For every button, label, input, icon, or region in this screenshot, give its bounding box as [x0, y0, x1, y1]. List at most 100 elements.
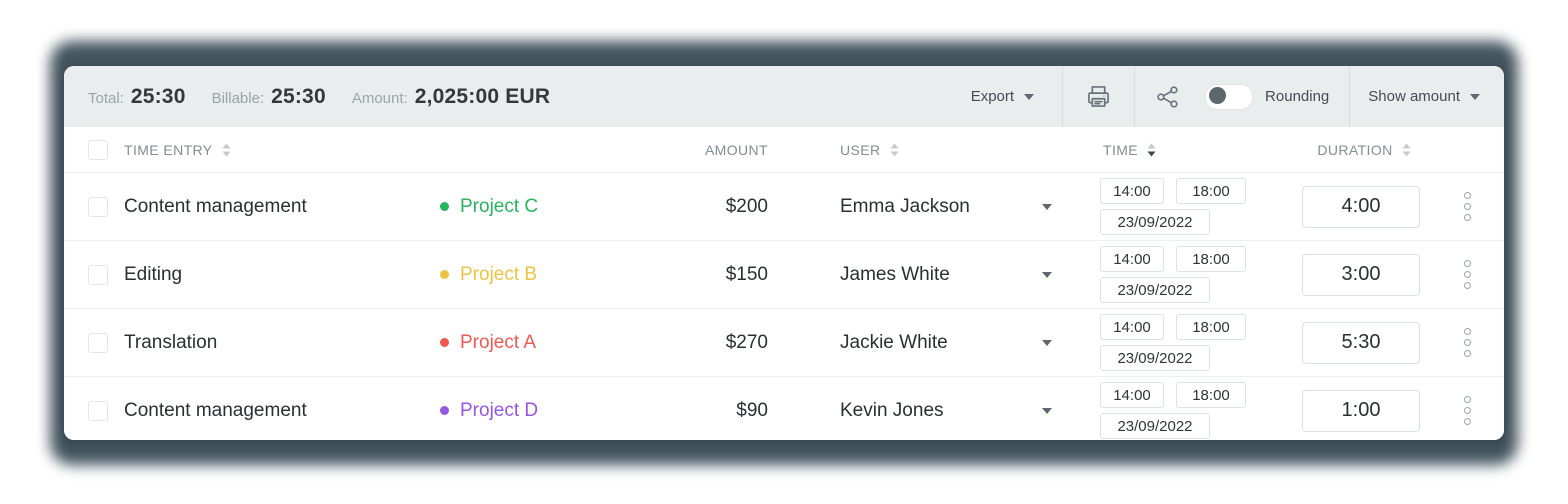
project-label[interactable]: Project D	[440, 400, 604, 422]
report-card: Total: 25:30 Billable: 25:30 Amount: 2,025:…	[64, 66, 1504, 440]
sort-icon-active-desc	[1147, 143, 1156, 156]
time-cell	[1100, 178, 1250, 235]
project-color-dot	[440, 338, 449, 347]
dot-icon	[1464, 339, 1471, 346]
row-checkbox[interactable]	[88, 332, 108, 353]
chevron-down-icon	[1024, 93, 1035, 100]
project-color-dot	[440, 202, 449, 211]
project-color-dot	[440, 406, 449, 415]
user-dropdown[interactable]: Jackie White	[840, 332, 1052, 354]
toolbar-divider	[1062, 66, 1064, 127]
total-time: Total: 25:30	[88, 85, 186, 109]
time-cell	[1100, 314, 1250, 371]
start-time-input[interactable]	[1100, 178, 1164, 204]
project-label[interactable]: Project B	[440, 264, 604, 286]
end-time-input[interactable]	[1176, 178, 1246, 204]
project-label[interactable]: Project C	[440, 196, 604, 218]
user-dropdown[interactable]: James White	[840, 264, 1052, 286]
end-time-input[interactable]	[1176, 314, 1246, 340]
dot-icon	[1464, 350, 1471, 357]
user-dropdown[interactable]: Kevin Jones	[840, 400, 1052, 422]
time-cell	[1100, 382, 1250, 439]
entry-title[interactable]: Translation	[124, 331, 218, 353]
end-time-input[interactable]	[1176, 382, 1246, 408]
end-time-input[interactable]	[1176, 246, 1246, 272]
date-input[interactable]	[1100, 345, 1210, 371]
share-icon	[1157, 85, 1178, 108]
dot-icon	[1464, 396, 1471, 403]
table-row: Translation Project A $270 Jackie White	[64, 309, 1504, 377]
select-all-checkbox[interactable]	[88, 139, 108, 160]
total-value: 25:30	[130, 84, 186, 108]
header-user[interactable]: USER	[840, 142, 1052, 158]
header-duration[interactable]: DURATION	[1305, 142, 1423, 158]
user-name: Emma Jackson	[840, 195, 970, 217]
entry-title[interactable]: Editing	[124, 263, 183, 285]
toolbar-divider	[1349, 66, 1351, 127]
date-input[interactable]	[1100, 413, 1210, 439]
header-time[interactable]: TIME	[1100, 142, 1253, 158]
chevron-down-icon	[1042, 339, 1052, 346]
duration-input[interactable]	[1302, 253, 1420, 296]
print-button[interactable]	[1085, 83, 1112, 110]
project-name: Project C	[460, 195, 539, 217]
sort-icon	[1402, 143, 1411, 156]
sort-icon	[222, 143, 231, 156]
chevron-down-icon	[1042, 203, 1052, 210]
summary-toolbar: Total: 25:30 Billable: 25:30 Amount: 2,025:…	[64, 66, 1504, 127]
chevron-down-icon	[1042, 271, 1052, 278]
row-checkbox[interactable]	[88, 400, 108, 421]
table-header: TIME ENTRY AMOUNT USER TIME DURATION	[64, 127, 1504, 173]
project-label[interactable]: Project A	[440, 332, 604, 354]
table-row: Content management Project C $200 Emma J…	[64, 173, 1504, 241]
duration-input[interactable]	[1302, 185, 1420, 228]
show-amount-dropdown[interactable]: Show amount	[1368, 88, 1480, 105]
billable-label: Billable:	[211, 89, 265, 107]
billable-time: Billable: 25:30	[212, 85, 326, 109]
entry-title[interactable]: Content management	[124, 195, 307, 217]
start-time-input[interactable]	[1100, 314, 1164, 340]
user-name: Jackie White	[840, 331, 948, 353]
dot-icon	[1464, 328, 1471, 335]
start-time-input[interactable]	[1100, 382, 1164, 408]
dot-icon	[1464, 214, 1471, 221]
header-time-entry[interactable]: TIME ENTRY	[124, 142, 440, 158]
date-input[interactable]	[1100, 277, 1210, 303]
row-menu-button[interactable]	[1462, 258, 1473, 291]
sort-icon	[890, 143, 898, 156]
dot-icon	[1464, 192, 1471, 199]
totals-group: Total: 25:30 Billable: 25:30 Amount: 2,025:…	[88, 85, 550, 109]
project-name: Project B	[460, 263, 538, 285]
row-menu-button[interactable]	[1462, 326, 1473, 359]
dot-icon	[1464, 282, 1471, 289]
toolbar-actions: Export	[971, 66, 1480, 127]
dot-icon	[1464, 407, 1471, 414]
dot-icon	[1464, 271, 1471, 278]
total-label: Total:	[88, 89, 124, 107]
table-row: Editing Project B $150 James White	[64, 241, 1504, 309]
row-checkbox[interactable]	[88, 196, 108, 217]
amount-cell: $150	[725, 263, 768, 285]
header-amount: AMOUNT	[704, 141, 768, 158]
row-menu-button[interactable]	[1462, 394, 1473, 427]
chevron-down-icon	[1042, 407, 1052, 414]
row-menu-button[interactable]	[1462, 190, 1473, 223]
duration-input[interactable]	[1302, 321, 1420, 364]
time-cell	[1100, 246, 1250, 303]
export-label: Export	[970, 88, 1015, 105]
rounding-toggle[interactable]	[1205, 83, 1254, 110]
export-button[interactable]: Export	[970, 88, 1035, 105]
rounding-label: Rounding	[1265, 88, 1330, 105]
dot-icon	[1464, 418, 1471, 425]
table-row: Content management Project D $90 Kevin J…	[64, 377, 1504, 440]
start-time-input[interactable]	[1100, 246, 1164, 272]
date-input[interactable]	[1100, 209, 1210, 235]
amount-total: Amount: 2,025:00 EUR	[352, 85, 550, 109]
project-name: Project A	[460, 331, 537, 353]
user-dropdown[interactable]: Emma Jackson	[840, 196, 1052, 218]
duration-input[interactable]	[1302, 389, 1420, 432]
entry-title[interactable]: Content management	[124, 399, 307, 421]
row-checkbox[interactable]	[88, 264, 108, 285]
share-button[interactable]	[1155, 84, 1181, 110]
